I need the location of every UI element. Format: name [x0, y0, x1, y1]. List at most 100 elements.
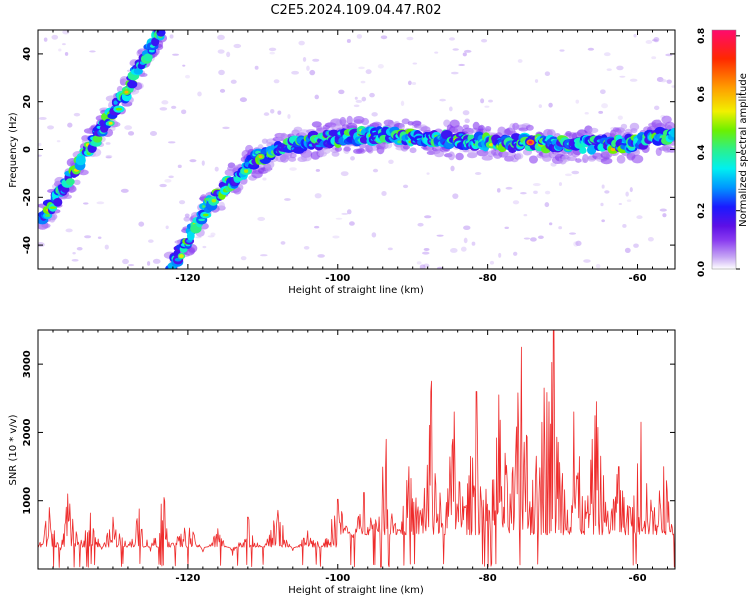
- heatmap-speckle: [62, 43, 66, 46]
- heatmap-speckle: [120, 188, 129, 193]
- heatmap-speckle: [600, 202, 604, 207]
- heatmap-blob: [53, 197, 63, 207]
- heatmap-speckle: [165, 225, 169, 230]
- heatmap-speckle: [230, 79, 237, 84]
- heatmap-speckle: [64, 51, 69, 56]
- heatmap-speckle: [387, 247, 393, 251]
- heatmap-speckle: [424, 215, 432, 219]
- heatmap-speckle: [645, 40, 653, 44]
- x-tick-label: -100: [325, 573, 350, 584]
- heatmap-speckle: [38, 116, 47, 120]
- heatmap-speckle: [462, 52, 467, 57]
- heatmap-speckle: [164, 178, 172, 183]
- heatmap-halo: [409, 147, 417, 154]
- heatmap-speckle: [259, 254, 268, 257]
- y-tick-label: -20: [22, 188, 33, 206]
- colorbar-tick-label: 0.2: [697, 203, 707, 219]
- heatmap-speckle: [619, 75, 626, 78]
- heatmap-speckle: [177, 164, 182, 169]
- heatmap-speckle: [217, 34, 225, 40]
- heatmap-speckle: [633, 34, 637, 38]
- heatmap-speckle: [517, 59, 523, 63]
- heatmap-speckle: [587, 47, 595, 51]
- heatmap-blob: [670, 127, 675, 138]
- heatmap-speckle: [257, 216, 266, 221]
- x-tick-label: -100: [325, 273, 350, 284]
- heatmap-speckle: [458, 63, 466, 67]
- snr-panel: -120 -100 -80 -60 1000 2000 3000 Height of str…: [8, 329, 676, 596]
- heatmap-speckle: [434, 51, 439, 54]
- heatmap-speckle: [96, 201, 105, 205]
- heatmap-speckle: [181, 109, 187, 115]
- heatmap-speckle: [152, 258, 161, 264]
- y-tick-label: 1000: [22, 487, 33, 515]
- heatmap-blob-core: [397, 140, 403, 144]
- heatmap-speckle: [341, 212, 349, 215]
- heatmap-speckle: [629, 78, 638, 82]
- heatmap-speckle: [76, 246, 83, 251]
- heatmap-speckle: [504, 226, 509, 230]
- heatmap-speckle: [452, 193, 459, 199]
- heatmap-speckle: [402, 184, 409, 189]
- heatmap-speckle: [277, 110, 282, 115]
- heatmap-speckle: [161, 100, 169, 105]
- heatmap-speckle: [218, 69, 225, 76]
- heatmap-speckle: [122, 258, 129, 265]
- heatmap-speckle: [335, 217, 343, 220]
- heatmap-blob-core: [179, 254, 184, 259]
- heatmap-speckle: [262, 177, 267, 181]
- heatmap-speckle: [38, 142, 42, 147]
- heatmap-blob-core: [45, 214, 51, 217]
- heatmap-speckle: [421, 251, 430, 255]
- heatmap-speckle: [83, 202, 89, 205]
- heatmap-speckle: [606, 68, 612, 72]
- spectrogram-ylabel: Frequency (Hz): [8, 112, 19, 188]
- heatmap-speckle: [273, 79, 280, 84]
- heatmap-speckle: [303, 246, 310, 250]
- heatmap-speckle: [568, 232, 577, 235]
- heatmap-peak: [528, 140, 533, 144]
- heatmap-speckle: [149, 131, 157, 137]
- heatmap-speckle: [159, 183, 167, 188]
- heatmap-halo: [346, 115, 353, 125]
- heatmap-speckle: [530, 237, 537, 242]
- heatmap-speckle: [356, 34, 363, 39]
- heatmap-speckle: [532, 182, 541, 187]
- heatmap-speckle: [407, 80, 412, 86]
- heatmap-halo: [116, 85, 124, 93]
- heatmap-blob: [328, 129, 340, 137]
- y-tick-label: 20: [22, 95, 33, 109]
- heatmap-speckle: [659, 79, 667, 83]
- heatmap-blob: [92, 134, 103, 143]
- heatmap-speckle: [416, 261, 422, 265]
- heatmap-halo: [339, 116, 347, 126]
- heatmap-speckle: [171, 105, 177, 109]
- heatmap-speckle: [104, 244, 109, 250]
- heatmap-speckle: [302, 57, 307, 62]
- heatmap-speckle: [222, 126, 230, 130]
- heatmap-speckle: [633, 243, 639, 248]
- heatmap-speckle: [449, 37, 455, 41]
- heatmap-speckle: [377, 64, 384, 69]
- heatmap-speckle: [172, 53, 180, 56]
- heatmap-speckle: [358, 66, 365, 70]
- heatmap-speckle: [583, 259, 591, 263]
- heatmap-speckle: [371, 112, 378, 117]
- heatmap-speckle: [350, 156, 355, 161]
- heatmap-speckle: [287, 114, 291, 119]
- heatmap-speckle: [520, 191, 527, 195]
- y-tick-label: 3000: [22, 350, 33, 378]
- heatmap-speckle: [355, 99, 363, 103]
- heatmap-halo: [300, 152, 313, 162]
- heatmap-halo: [448, 151, 455, 161]
- heatmap-speckle: [558, 182, 563, 186]
- heatmap-speckle: [417, 222, 424, 227]
- heatmap-speckle: [84, 235, 92, 239]
- heatmap-speckle: [43, 37, 48, 42]
- heatmap-speckle: [314, 225, 320, 229]
- heatmap-speckle: [488, 99, 493, 103]
- heatmap-speckle: [372, 168, 379, 173]
- heatmap-speckle: [71, 259, 79, 262]
- heatmap-speckle: [371, 232, 377, 238]
